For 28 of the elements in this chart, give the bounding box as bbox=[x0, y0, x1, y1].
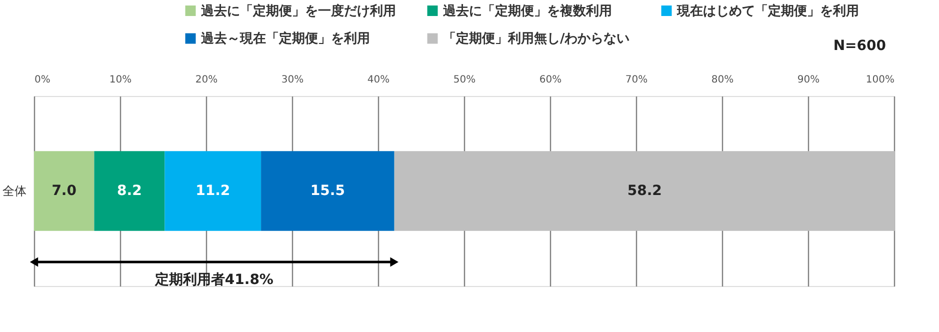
x-tick-label: 10% bbox=[109, 74, 132, 86]
data-label: 15.5 bbox=[310, 183, 345, 199]
legend-label: 現在はじめて「定期便」を利用 bbox=[676, 2, 859, 19]
bar bbox=[94, 151, 165, 231]
x-tick-label: 0% bbox=[34, 74, 50, 86]
x-tick-label: 60% bbox=[539, 74, 562, 86]
bar bbox=[164, 151, 262, 231]
bar bbox=[34, 151, 94, 231]
x-tick-label: 70% bbox=[625, 74, 648, 86]
x-tick-label: 100% bbox=[866, 74, 894, 86]
legend-label: 過去に「定期便」を複数利用 bbox=[442, 2, 612, 19]
data-label: 7.0 bbox=[52, 183, 77, 199]
bar bbox=[394, 151, 895, 231]
data-label: 11.2 bbox=[196, 183, 230, 199]
legend-label: 過去～現在「定期便」を利用 bbox=[200, 30, 370, 46]
text: N=600 bbox=[833, 38, 886, 54]
data-label: 58.2 bbox=[627, 183, 662, 199]
legend-label: 「定期便」利用無し/わからない bbox=[443, 30, 630, 46]
bar bbox=[261, 151, 394, 231]
x-tick-label: 90% bbox=[797, 74, 820, 86]
legend-label: 過去に「定期便」を一度だけ利用 bbox=[200, 2, 396, 19]
data-label: 8.2 bbox=[117, 183, 142, 199]
x-tick-label: 30% bbox=[281, 74, 304, 86]
x-tick-label: 50% bbox=[453, 74, 476, 86]
x-tick-label: 80% bbox=[711, 74, 734, 86]
y-tick-label: 全体 bbox=[2, 184, 26, 198]
x-tick-label: 20% bbox=[195, 74, 218, 86]
x-tick-label: 40% bbox=[367, 74, 390, 86]
